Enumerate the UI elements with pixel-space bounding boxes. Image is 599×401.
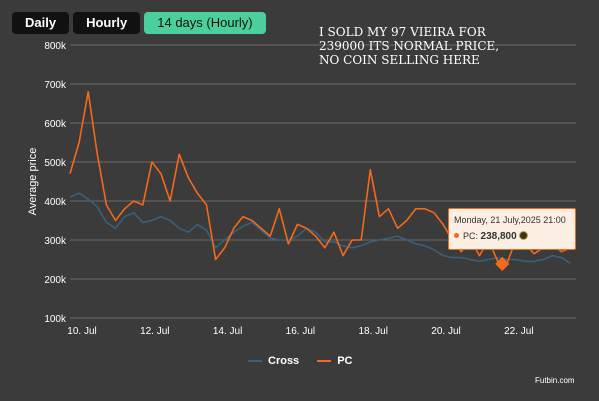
legend-label-cross: Cross	[268, 355, 300, 367]
legend: Cross PC	[248, 355, 352, 367]
legend-item-cross[interactable]: Cross	[248, 355, 299, 367]
y-tick-label-0: 800k	[44, 41, 67, 52]
overlay-annotation: I SOLD MY 97 VIEIRA FOR 239000 ITS NORMA…	[319, 25, 500, 67]
x-tick-label-0: 10. Jul	[67, 326, 96, 337]
tab-daily[interactable]: Daily	[12, 12, 70, 34]
x-tick-label-1: 12. Jul	[140, 326, 169, 337]
x-tick-label-5: 20. Jul	[431, 326, 460, 337]
coin-icon	[518, 231, 528, 240]
legend-swatch-cross	[248, 360, 262, 362]
y-tick-label-4: 400k	[44, 197, 67, 208]
x-tick-label-2: 14. Jul	[213, 326, 242, 337]
legend-swatch-pc	[317, 360, 332, 362]
y-tick-label-6: 200k	[44, 275, 67, 286]
tooltip: Monday, 21 July,2025 21:00 PC: 238,800	[448, 208, 576, 250]
y-tick-label-5: 300k	[44, 236, 67, 247]
x-axis-ticks: 10. Jul 12. Jul 14. Jul 16. Jul 18. Jul 20. J…	[67, 326, 533, 337]
series-line-cross	[69, 192, 571, 265]
x-tick-label-4: 18. Jul	[358, 326, 387, 337]
y-tick-label-7: 100k	[44, 314, 67, 325]
timeframe-tabs: Daily Hourly 14 days (Hourly)	[12, 12, 266, 34]
x-tick-label-3: 16. Jul	[286, 326, 315, 337]
x-tick-label-6: 22. Jul	[504, 326, 533, 337]
tooltip-line: PC: 238,800	[454, 231, 528, 242]
y-axis-ticks: 800k 700k 600k 500k 400k 300k 200k 100k	[44, 41, 67, 325]
pc-series-dot	[454, 233, 459, 238]
legend-item-pc[interactable]: PC	[317, 355, 352, 367]
tooltip-value: 238,800	[480, 231, 517, 242]
tab-hourly[interactable]: Hourly	[73, 12, 141, 34]
highlight-point[interactable]	[495, 256, 510, 271]
tooltip-series-label: PC:	[463, 231, 479, 241]
tab-14-days-hourly[interactable]: 14 days (Hourly)	[144, 12, 266, 34]
credit-text: Futbin.com	[535, 376, 575, 385]
y-tick-label-3: 500k	[44, 158, 67, 169]
legend-label-pc: PC	[337, 355, 353, 367]
gridlines	[70, 44, 576, 319]
tooltip-date: Monday, 21 July,2025 21:00	[454, 215, 566, 225]
y-tick-label-2: 600k	[44, 119, 67, 130]
hover-marker	[495, 256, 510, 271]
y-tick-label-1: 700k	[44, 80, 67, 91]
y-axis-label: Average price	[27, 148, 39, 216]
